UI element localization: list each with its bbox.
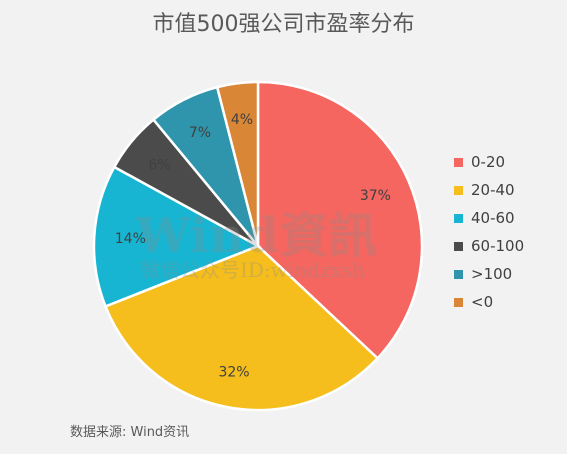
data-source: 数据来源: Wind资讯 <box>70 425 190 440</box>
legend-label: 20-40 <box>471 181 515 199</box>
legend-label: 40-60 <box>471 209 515 227</box>
pie-data-label: 37% <box>360 188 391 204</box>
pie-data-label: 7% <box>189 125 211 141</box>
legend-item: >100 <box>454 260 524 288</box>
pie-data-label: 6% <box>148 157 170 173</box>
legend-item: 60-100 <box>454 232 524 260</box>
legend-swatch <box>454 213 463 223</box>
watermark-wechat-id: 微信公众号ID:windzxsh <box>140 258 365 282</box>
legend-label: <0 <box>471 293 494 311</box>
pie-slice-40-60 <box>92 165 261 308</box>
pie-data-label: 32% <box>218 365 249 381</box>
pie-slice-<0 <box>215 80 260 247</box>
legend-swatch <box>454 241 463 251</box>
legend-swatch <box>454 269 463 279</box>
legend-swatch <box>454 157 463 167</box>
legend-item: 20-40 <box>454 176 524 204</box>
pie-data-label: 14% <box>115 231 146 247</box>
pie-slice-20-40 <box>103 244 380 412</box>
legend-item: 0-20 <box>454 148 524 176</box>
watermark-logo: Wind資訊 <box>136 208 378 264</box>
legend-label: 60-100 <box>471 237 525 255</box>
legend-item: <0 <box>454 288 524 316</box>
legend-label: >100 <box>471 265 513 283</box>
pie-data-label: 4% <box>231 112 253 128</box>
legend-label: 0-20 <box>471 153 506 171</box>
chart-legend: 0-20 20-40 40-60 60-100 >100 <0 <box>454 148 524 316</box>
legend-item: 40-60 <box>454 204 524 232</box>
chart-title: 市值500强公司市盈率分布 <box>152 12 415 37</box>
legend-swatch <box>454 185 463 195</box>
legend-swatch <box>454 297 463 307</box>
pie-slice-0-20 <box>256 80 424 361</box>
